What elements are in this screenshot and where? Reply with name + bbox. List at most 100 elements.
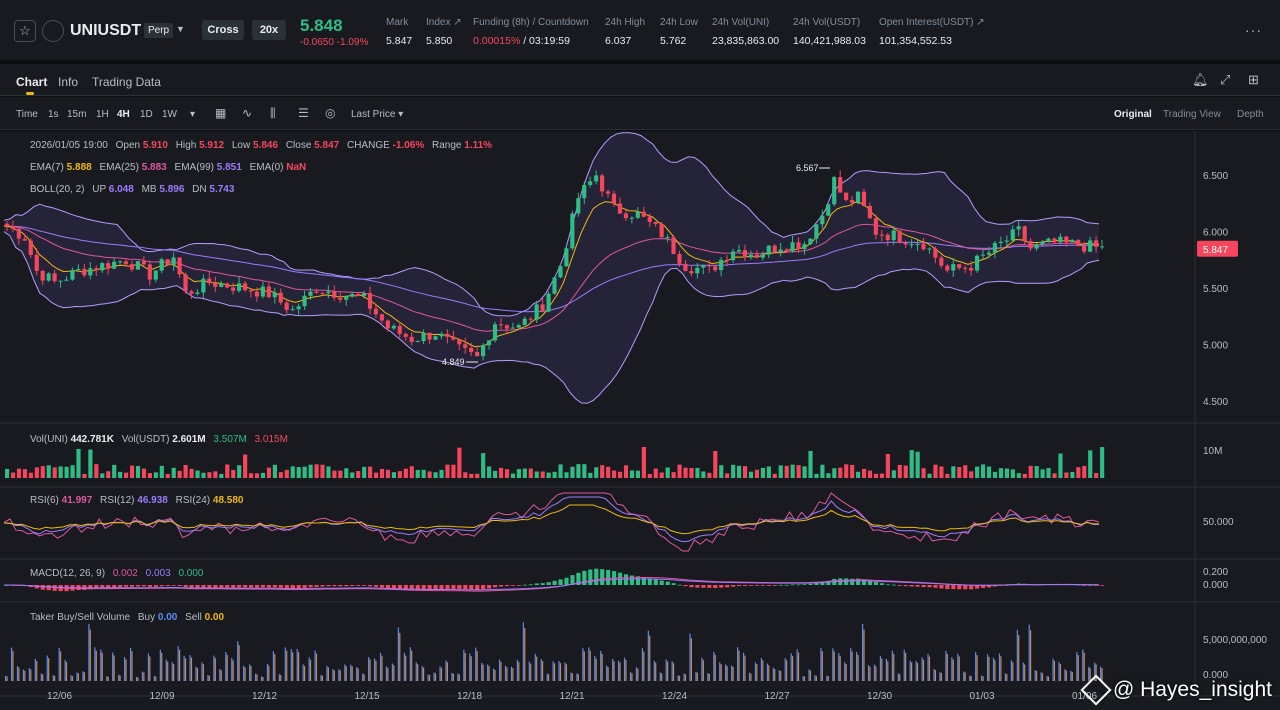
macd-histogram-bar (820, 581, 825, 585)
candle-body (433, 336, 438, 340)
taker-buy-bar (796, 649, 798, 681)
macd-histogram-bar (135, 585, 141, 587)
volume-bar (189, 468, 194, 478)
view-trading-view[interactable]: Trading View (1163, 109, 1221, 120)
macd-histogram-bar (427, 585, 432, 590)
tab-info[interactable]: Info (58, 75, 79, 89)
taker-sell-bar (71, 675, 74, 681)
candle-type-icon[interactable]: ⫼ (270, 106, 276, 120)
macd-histogram-bar (171, 585, 176, 586)
candle-body (808, 238, 813, 245)
macd-histogram-bar (1004, 585, 1009, 586)
candle-body (677, 254, 682, 264)
macd-histogram-bar (707, 585, 712, 588)
interval-4h[interactable]: 4H (117, 109, 130, 120)
taker-sell-bar (916, 663, 919, 681)
volume-bar (338, 470, 343, 478)
interval-1w[interactable]: 1W (162, 109, 177, 120)
interval-1h[interactable]: 1H (96, 109, 109, 120)
volume-bar (903, 465, 908, 478)
taker-buy-bar (754, 662, 757, 681)
macd-histogram-bar (112, 585, 117, 588)
active-tab-indicator (26, 92, 34, 95)
taker-buy-bar (844, 662, 846, 681)
taker-sell-bar (708, 673, 710, 681)
volume-bar (493, 470, 498, 478)
candle-body (1028, 241, 1033, 249)
taker-buy-bar (909, 660, 911, 681)
rsi-legend: RSI(6) 41.997 RSI(12) 46.938 RSI(24) 48.… (30, 495, 244, 506)
macd-histogram-bar (933, 585, 938, 588)
macd-histogram-bar (368, 585, 373, 587)
volume-bar (82, 473, 87, 478)
price-source-select[interactable]: Last Price ▾ (351, 109, 404, 120)
interval-more-caret-icon[interactable]: ▾ (190, 109, 196, 120)
price-chart-svg[interactable]: 6.500 6.000 5.500 5.000 4.500 5.847 6.567 4.849… (0, 131, 1280, 710)
target-icon[interactable]: ◎ (325, 106, 336, 120)
indicator-icon[interactable]: ∿ (242, 106, 253, 120)
volume-bar (278, 472, 283, 478)
volume-bar (891, 470, 896, 478)
volume-bar (1070, 471, 1075, 478)
candle-body (998, 241, 1003, 243)
taker-buy-bar (558, 661, 560, 681)
interval-1s[interactable]: 1s (48, 109, 59, 120)
taker-buy-bar (1076, 652, 1078, 681)
calendar-icon[interactable]: ▦ (215, 106, 227, 120)
taker-sell-bar (565, 664, 568, 681)
taker-buy-bar (28, 668, 31, 681)
fullscreen-icon[interactable]: ⤢ (1220, 72, 1231, 87)
candle-body (147, 264, 152, 280)
interval-1d[interactable]: 1D (140, 109, 153, 120)
taker-sell-bar (351, 666, 353, 681)
candle-body (558, 266, 563, 278)
margin-mode-button[interactable]: Cross (202, 20, 244, 40)
taker-buy-bar (951, 657, 953, 681)
tab-trading-data[interactable]: Trading Data (92, 75, 161, 89)
taker-sell-bar (732, 666, 734, 681)
taker-sell-bar (768, 665, 770, 681)
candle-body (754, 254, 759, 258)
volume-bar (260, 472, 266, 478)
view-original[interactable]: Original (1114, 109, 1152, 120)
taker-sell-bar (1006, 674, 1008, 681)
symbol-name[interactable]: UNIUSDT (70, 22, 142, 39)
leverage-button[interactable]: 20x (252, 20, 286, 40)
interval-15m[interactable]: 15m (67, 109, 87, 120)
taker-sell-bar (232, 660, 234, 681)
macd-histogram-bar (903, 585, 908, 587)
taker-buy-bar (784, 658, 786, 681)
candle-body (826, 204, 831, 216)
chart-area[interactable]: 6.500 6.000 5.500 5.000 4.500 5.847 6.567 4.849… (0, 131, 1280, 710)
macd-histogram-bar (695, 585, 700, 588)
candle-body (992, 242, 997, 253)
grid-layout-icon[interactable]: ⊞ (1248, 72, 1259, 87)
volume-bar (606, 466, 611, 478)
volume-bar (992, 471, 998, 478)
favorite-star-icon[interactable]: ☆ (14, 20, 36, 42)
macd-histogram-bar (909, 585, 914, 587)
rsi24-line (3, 504, 1099, 535)
volume-bar (766, 466, 771, 478)
taker-buy-bar (867, 665, 870, 681)
interval-time[interactable]: Time (16, 109, 38, 120)
volume-bar (118, 471, 123, 478)
volume-bar (742, 466, 748, 478)
taker-buy-bar (260, 676, 263, 681)
taker-sell-bar (613, 661, 615, 681)
settings-list-icon[interactable]: ☰ (298, 106, 309, 120)
tab-chart[interactable]: Chart (16, 75, 48, 89)
symbol-dropdown-caret-icon[interactable]: ▼ (176, 24, 185, 34)
bell-alert-icon[interactable]: 🔔︎ (1192, 72, 1209, 87)
candle-body (100, 263, 105, 271)
candle-body (457, 339, 462, 345)
view-depth[interactable]: Depth (1237, 109, 1264, 120)
current-price-tag (1197, 240, 1238, 257)
more-options-icon[interactable]: ··· (1245, 22, 1262, 38)
macd-histogram-bar (713, 585, 718, 589)
volume-bar (28, 472, 33, 478)
candle-body (623, 213, 628, 219)
candle-body (231, 287, 236, 291)
taker-buy-bar (504, 665, 507, 681)
volume-tick-label: 10M (1203, 446, 1222, 457)
